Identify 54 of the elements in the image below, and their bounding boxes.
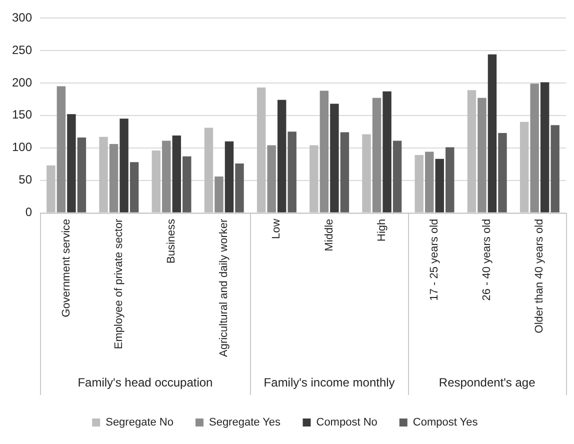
text: Family's head occupation (78, 375, 213, 390)
bar (224, 141, 234, 212)
legend-label: Compost Yes (412, 416, 478, 429)
bar (498, 132, 507, 212)
x-tick-label: 17 - 25 years old (428, 218, 441, 301)
bar (277, 100, 286, 212)
x-tick-label: 26 - 40 years old (481, 218, 494, 301)
bar (530, 84, 539, 212)
x-tick-label: Business (166, 218, 178, 264)
legend-label: Segregate Yes (208, 416, 282, 429)
y-tick-label: 300 (12, 10, 32, 24)
text: Family's income monthly (264, 375, 395, 390)
x-tick-label: Middle (323, 218, 336, 252)
y-tick-label: 50 (18, 172, 32, 187)
bar (340, 132, 350, 212)
y-tick-label: 0 (25, 205, 32, 220)
bar (372, 98, 382, 212)
y-tick-label: 200 (12, 75, 32, 90)
y-tick-label: 250 (12, 42, 32, 57)
bar (214, 176, 224, 212)
bar (478, 98, 486, 212)
bar (120, 118, 128, 212)
legend-label: Segregate No (106, 416, 174, 429)
bar (488, 54, 497, 212)
x-tick-label: Agricultural and daily worker (218, 218, 230, 357)
bar (172, 136, 182, 212)
bar (446, 147, 454, 212)
bar (320, 90, 329, 212)
bar (267, 145, 276, 212)
bar (162, 140, 171, 212)
x-tick-label: Employee of private sector (112, 218, 125, 350)
bar (130, 162, 139, 212)
bar (109, 144, 118, 212)
y-tick-label: 100 (12, 140, 32, 154)
bar (550, 125, 560, 212)
bar (77, 137, 86, 212)
bar (288, 132, 296, 212)
x-tick-label: High (376, 218, 388, 242)
bar (540, 82, 550, 212)
bar (382, 91, 392, 212)
x-tick-label: Older than 40 years old (534, 218, 546, 334)
bar (330, 104, 339, 212)
bar (425, 152, 434, 212)
bar (56, 86, 66, 212)
x-tick-label: Low (270, 218, 283, 240)
y-tick-label: 150 (12, 108, 32, 122)
bar (435, 158, 444, 212)
bar (182, 156, 192, 212)
legend-label: Compost No (316, 416, 378, 429)
text: Respondent's age (438, 375, 536, 390)
bar (67, 114, 76, 212)
bar (392, 140, 402, 212)
bar (235, 163, 244, 212)
x-tick-label: Government service (60, 218, 72, 318)
